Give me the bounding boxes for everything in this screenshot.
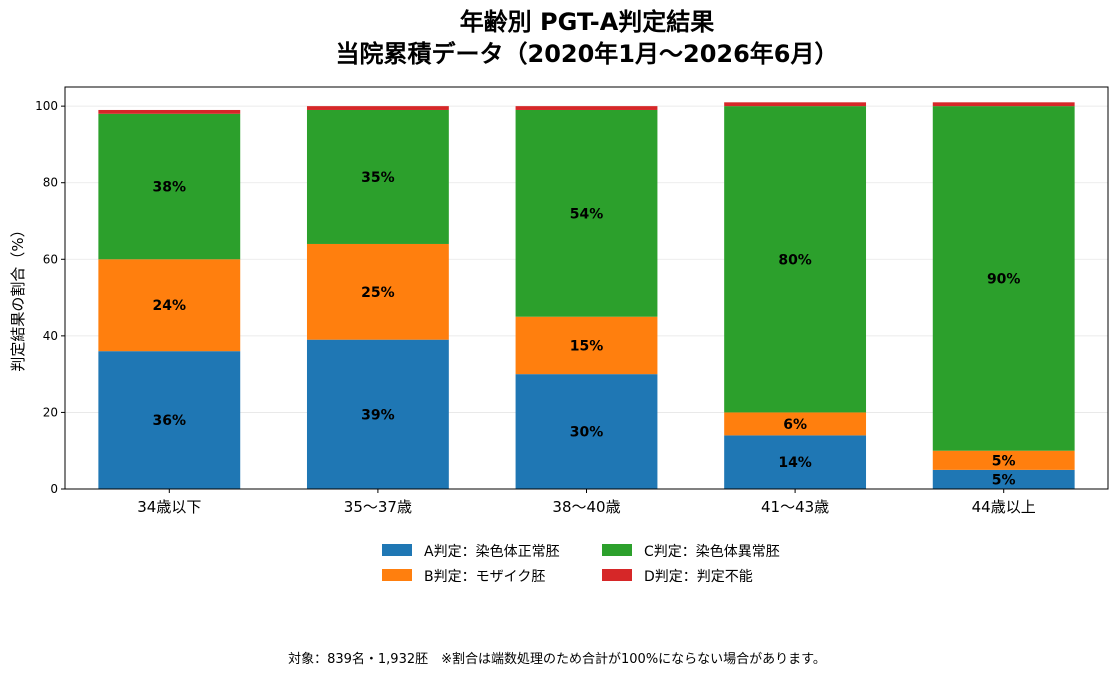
bar-value-label: 25%	[361, 285, 395, 301]
bar-segment	[515, 109, 658, 317]
legend-swatch	[602, 569, 632, 581]
x-tick-label: 44歳以上	[972, 498, 1036, 516]
x-tick-label: 38〜40歳	[552, 498, 620, 516]
bar-value-label: 5%	[992, 453, 1016, 469]
bar-value-label: 35%	[361, 170, 395, 186]
bar-segment	[515, 374, 658, 489]
bar-segment	[515, 106, 658, 110]
chart-subtitle: 当院累積データ（2020年1月〜2026年6月）	[336, 40, 839, 68]
legend-label: B判定：モザイク胚	[424, 569, 545, 585]
legend-swatch	[602, 544, 632, 556]
bar-segment	[98, 259, 241, 352]
bar-segment	[932, 102, 1075, 107]
bar-value-label: 5%	[992, 472, 1016, 488]
bar-value-label: 54%	[570, 206, 604, 222]
bar-value-label: 15%	[570, 338, 604, 354]
bar-segment	[306, 106, 449, 110]
bar-segment	[932, 106, 1075, 451]
bars	[98, 102, 1075, 489]
bar-value-label: 14%	[778, 455, 812, 471]
bar-segment	[306, 109, 449, 244]
bar-value-label: 80%	[778, 252, 812, 268]
bar-value-label: 90%	[987, 271, 1021, 287]
bar-segment	[98, 351, 241, 489]
legend-swatch	[382, 544, 412, 556]
legend-label: C判定：染色体異常胚	[644, 543, 780, 560]
legend-label: A判定：染色体正常胚	[424, 543, 560, 560]
x-tick-label: 34歳以下	[137, 498, 201, 516]
x-tick-label: 35〜37歳	[344, 498, 412, 516]
bar-segment	[724, 106, 867, 413]
axes: 0 20 40 60 80 100 34歳以下 35〜37歳 38〜40歳 41〜43歳 44歳以上	[35, 86, 1109, 516]
bar-segment	[932, 450, 1075, 470]
bar-value-label: 6%	[783, 417, 807, 433]
footnote: 対象：839名・1,932胚 ※割合は端数処理のため合計が100%にならない場合…	[288, 651, 826, 667]
bar-segment	[306, 339, 449, 489]
bar-segment	[724, 412, 867, 436]
x-tick-label: 41〜43歳	[761, 498, 829, 516]
y-tick-label: 0	[50, 482, 58, 496]
y-tick-label: 100	[35, 99, 58, 113]
bar-value-label: 24%	[153, 298, 187, 314]
bar-segment	[724, 102, 867, 107]
legend-label: D判定：判定不能	[644, 569, 753, 585]
y-tick-label: 40	[43, 329, 58, 343]
bar-segment	[932, 469, 1075, 489]
bar-value-label: 36%	[153, 413, 187, 429]
bar-value-label: 39%	[361, 407, 395, 423]
legend: A判定：染色体正常胚 B判定：モザイク胚 C判定：染色体異常胚 D判定：判定不能	[382, 543, 780, 585]
y-tick-label: 60	[43, 252, 58, 266]
y-tick-label: 20	[43, 405, 58, 419]
y-axis-title: 判定結果の割合（%）	[9, 222, 27, 371]
bar-segment	[98, 113, 241, 260]
bar-segment	[306, 243, 449, 340]
bar-value-label: 38%	[153, 180, 187, 196]
legend-swatch	[382, 569, 412, 581]
bar-labels: 36% 24% 38% 39% 25% 35% 30% 15% 54% 14% 6% 80% 5% 5% 9…	[153, 170, 1021, 488]
bar-segment	[98, 109, 241, 114]
y-tick-label: 80	[43, 176, 58, 190]
bar-value-label: 30%	[570, 425, 604, 441]
bar-segment	[515, 316, 658, 375]
chart-title: 年齢別 PGT-A判定結果	[460, 8, 715, 36]
bar-segment	[724, 435, 867, 489]
